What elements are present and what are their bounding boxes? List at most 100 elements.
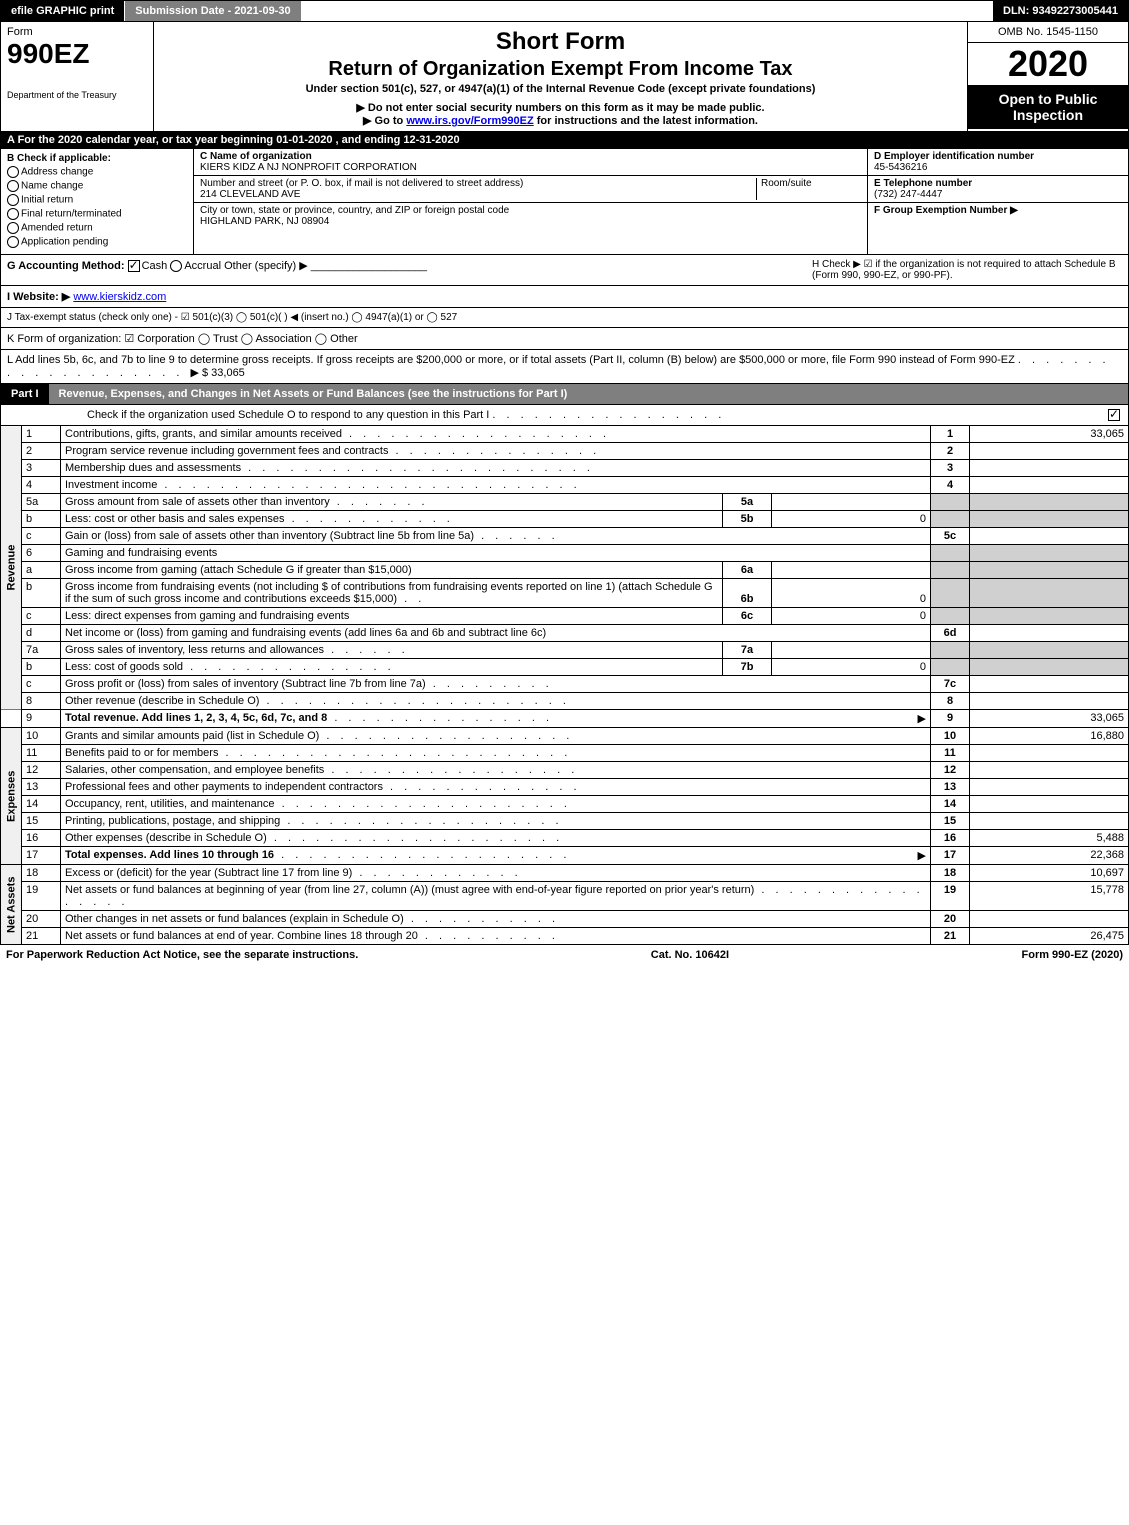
dept-label: Department of the Treasury: [7, 90, 147, 100]
line-text: Contributions, gifts, grants, and simila…: [61, 426, 931, 443]
sub-box: 5b: [723, 511, 772, 527]
part1-header: Part I Revenue, Expenses, and Changes in…: [0, 384, 1129, 405]
line-text: Other expenses (describe in Schedule O) …: [61, 830, 931, 847]
row-k: K Form of organization: ☑ Corporation ◯ …: [0, 328, 1129, 350]
line-num: b: [22, 511, 61, 528]
shaded-cell: [970, 545, 1129, 562]
chk-address-change[interactable]: Address change: [7, 166, 187, 178]
line-num: 9: [22, 710, 61, 728]
line-value: [970, 460, 1129, 477]
shaded-cell: [931, 579, 970, 608]
box-b: B Check if applicable: Address change Na…: [1, 149, 194, 254]
website-link[interactable]: www.kierskidz.com: [73, 291, 166, 303]
street-address: 214 CLEVELAND AVE: [200, 189, 300, 200]
line-text: Benefits paid to or for members . . . . …: [61, 745, 931, 762]
line-num: 3: [22, 460, 61, 477]
section-revenue: Revenue: [1, 426, 22, 710]
sub-value: 0: [772, 659, 931, 675]
line-text: Gross sales of inventory, less returns a…: [61, 642, 931, 659]
chk-name-change[interactable]: Name change: [7, 180, 187, 192]
city-state-zip: HIGHLAND PARK, NJ 08904: [200, 216, 329, 227]
row-j: J Tax-exempt status (check only one) - ☑…: [0, 308, 1129, 328]
shaded-cell: [931, 562, 970, 579]
chk-schedule-o[interactable]: [1108, 409, 1120, 421]
sub-box: 6a: [723, 562, 772, 578]
sub-value: [772, 494, 931, 510]
line-num: 14: [22, 796, 61, 813]
row-g: G Accounting Method: Cash Accrual Other …: [7, 259, 812, 281]
main-title: Return of Organization Exempt From Incom…: [164, 58, 957, 81]
chk-amended-return[interactable]: Amended return: [7, 222, 187, 234]
part1-label: Part I: [1, 384, 49, 404]
shaded-cell: [931, 659, 970, 676]
line-num: 16: [22, 830, 61, 847]
line-num: 11: [22, 745, 61, 762]
row-l-amount: ▶ $ 33,065: [190, 367, 244, 379]
sub-value: 0: [772, 579, 931, 607]
line-num: 10: [22, 728, 61, 745]
short-form-title: Short Form: [164, 28, 957, 56]
chk-cash[interactable]: [128, 260, 140, 272]
line-box: 3: [931, 460, 970, 477]
line-num: 2: [22, 443, 61, 460]
line-box: 16: [931, 830, 970, 847]
opt-cash: Cash: [142, 260, 168, 272]
header-center: Short Form Return of Organization Exempt…: [154, 22, 967, 131]
label-room: Room/suite: [761, 178, 812, 189]
part1-check-note: Check if the organization used Schedule …: [0, 405, 1129, 426]
line-num: 21: [22, 928, 61, 945]
shaded-cell: [970, 494, 1129, 511]
goto-prefix: ▶ Go to: [363, 115, 406, 127]
chk-initial-return[interactable]: Initial return: [7, 194, 187, 206]
schedule-o-note: Check if the organization used Schedule …: [87, 409, 489, 421]
line-value: 22,368: [970, 847, 1129, 865]
chk-final-return[interactable]: Final return/terminated: [7, 208, 187, 220]
line-num: c: [22, 528, 61, 545]
line-text: Program service revenue including govern…: [61, 443, 931, 460]
line-text: Gross income from fundraising events (no…: [61, 579, 931, 608]
shaded-cell: [931, 494, 970, 511]
page-footer: For Paperwork Reduction Act Notice, see …: [0, 945, 1129, 965]
line-text: Gross profit or (loss) from sales of inv…: [61, 676, 931, 693]
line-num: 19: [22, 882, 61, 911]
line-text: Gross amount from sale of assets other t…: [61, 494, 931, 511]
goto-link[interactable]: www.irs.gov/Form990EZ: [406, 115, 533, 127]
line-value: [970, 528, 1129, 545]
line-text: Net income or (loss) from gaming and fun…: [61, 625, 931, 642]
chk-accrual[interactable]: [170, 260, 182, 272]
line-num: c: [22, 676, 61, 693]
line-value: [970, 796, 1129, 813]
line-text: Other revenue (describe in Schedule O) .…: [61, 693, 931, 710]
omb-number: OMB No. 1545-1150: [968, 22, 1128, 43]
line-num: c: [22, 608, 61, 625]
line-box: 17: [931, 847, 970, 865]
line-text: Net assets or fund balances at end of ye…: [61, 928, 931, 945]
row-i: I Website: ▶ www.kierskidz.com: [0, 286, 1129, 308]
goto-instructions: ▶ Go to www.irs.gov/Form990EZ for instru…: [164, 114, 957, 127]
line-value: 10,697: [970, 865, 1129, 882]
efile-print-button[interactable]: efile GRAPHIC print: [1, 1, 125, 21]
line-box: 6d: [931, 625, 970, 642]
line-value: [970, 693, 1129, 710]
line-box: 15: [931, 813, 970, 830]
top-bar: efile GRAPHIC print Submission Date - 20…: [0, 0, 1129, 22]
chk-application-pending[interactable]: Application pending: [7, 236, 187, 248]
line-text: Printing, publications, postage, and shi…: [61, 813, 931, 830]
line-num: 15: [22, 813, 61, 830]
footer-left: For Paperwork Reduction Act Notice, see …: [6, 949, 358, 961]
form-number: 990EZ: [7, 38, 147, 70]
sub-box: 7b: [723, 659, 772, 675]
line-text: Other changes in net assets or fund bala…: [61, 911, 931, 928]
line-value: 33,065: [970, 426, 1129, 443]
opt-other: Other (specify) ▶: [224, 260, 308, 272]
ein-value: 45-5436216: [874, 162, 927, 173]
row-h: H Check ▶ ☑ if the organization is not r…: [812, 259, 1122, 281]
line-value: [970, 676, 1129, 693]
label-ein: D Employer identification number: [874, 151, 1034, 162]
label-phone: E Telephone number: [874, 178, 972, 189]
line-box: 21: [931, 928, 970, 945]
line-value: [970, 625, 1129, 642]
line-value: 26,475: [970, 928, 1129, 945]
arrow-icon: ▶: [918, 712, 926, 725]
label-org-name: C Name of organization: [200, 151, 312, 162]
